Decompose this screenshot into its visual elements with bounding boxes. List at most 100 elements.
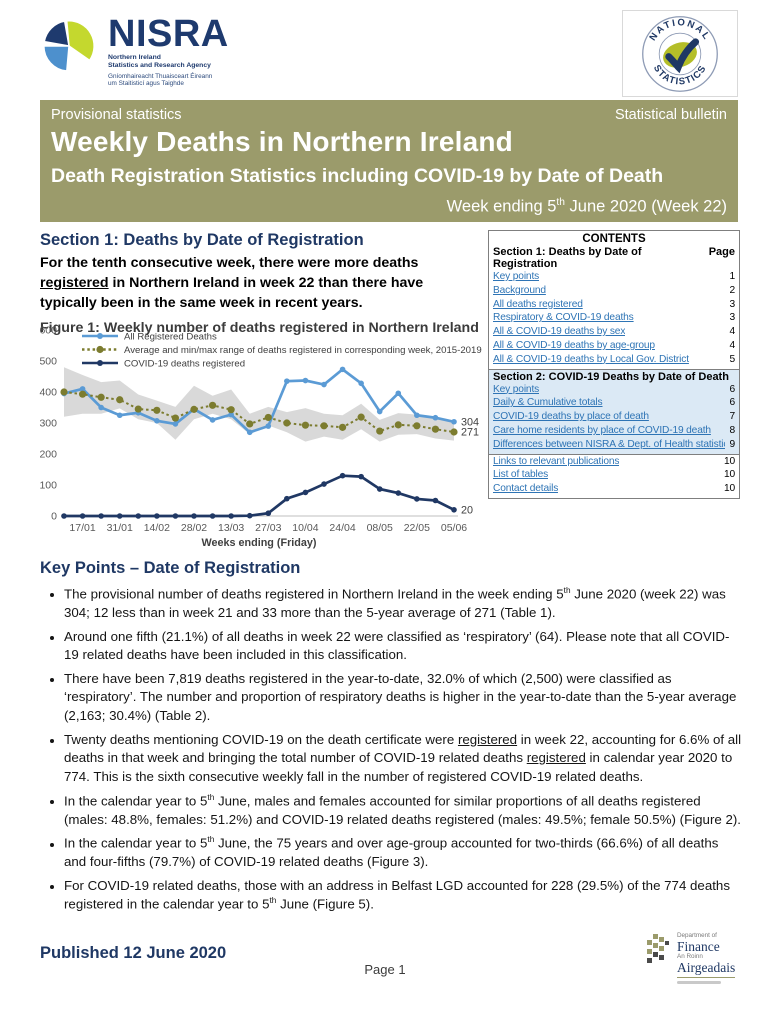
contents-link[interactable]: Respiratory & COVID-19 deaths	[493, 312, 634, 324]
contents-link-row[interactable]: All & COVID-19 deaths by age-group 4	[489, 339, 739, 353]
chart-marker	[60, 388, 68, 396]
chart-y-tick: 0	[51, 511, 57, 523]
contents-link-row[interactable]: Respiratory & COVID-19 deaths 3	[489, 311, 739, 325]
chart-marker	[154, 513, 160, 519]
chart-marker	[376, 427, 384, 435]
chart-marker	[191, 513, 197, 519]
chart-x-tick: 05/06	[441, 522, 467, 534]
chart-marker	[395, 490, 402, 496]
chart-marker	[301, 421, 310, 429]
contents-link-row[interactable]: All deaths registered 3	[489, 298, 739, 312]
inline-link[interactable]: registered	[40, 275, 109, 292]
contents-link-row[interactable]: List of tables 10	[489, 468, 739, 482]
contents-link[interactable]: Key points	[493, 271, 540, 282]
contents-link-row[interactable]: Differences between NISRA & Dept. of Hea…	[489, 438, 739, 452]
chart-x-tick: 22/05	[404, 522, 430, 534]
contents-link[interactable]: All & COVID-19 deaths by age-group	[493, 339, 655, 351]
chart-x-tick: 10/04	[292, 522, 318, 534]
contents-link[interactable]: Differences between NISRA & Dept. of Hea…	[493, 438, 726, 450]
chart-marker	[395, 390, 402, 397]
chart-marker	[97, 393, 105, 401]
contents-link[interactable]: List of tables	[493, 469, 549, 481]
contents-link-row[interactable]: All & COVID-19 deaths by Local Gov. Dist…	[489, 353, 739, 367]
inline-link[interactable]: registered	[526, 750, 586, 766]
contents-link[interactable]: Daily & Cumulative totals	[493, 397, 603, 409]
chart-marker	[339, 366, 346, 373]
key-point-item: The provisional number of deaths registe…	[64, 585, 742, 623]
chart-x-tick: 27/03	[255, 522, 281, 534]
contents-page-number: 10	[723, 455, 735, 467]
figure1-chart: 0 100 200 300 400 500 600 17/01 31/01 14/02 28/02 1…	[34, 320, 496, 561]
chart-marker	[98, 404, 104, 411]
chart-x-axis-title: Weeks ending (Friday)	[202, 537, 317, 549]
contents-link[interactable]: Contact details	[493, 483, 559, 495]
chart-x-tick: 28/02	[181, 522, 207, 534]
key-point-item: Around one fifth (21.1%) of all deaths i…	[64, 628, 742, 665]
contents-link-row[interactable]: Key points 1	[489, 270, 739, 284]
contents-link[interactable]: All deaths registered	[493, 298, 583, 310]
nisra-wordmark: NISRA	[108, 13, 229, 55]
chart-marker	[172, 421, 179, 427]
chart-marker	[209, 513, 216, 519]
contents-link-row[interactable]: Background 2	[489, 284, 739, 298]
chart-marker	[394, 421, 402, 429]
provisional-statistics-label: Provisional statistics	[51, 107, 182, 123]
contents-link[interactable]: Care home residents by place of COVID-19…	[493, 424, 711, 436]
contents-page-number: 1	[729, 271, 735, 282]
chart-series-line	[64, 474, 455, 518]
chart-marker	[265, 423, 272, 429]
contents-link-row[interactable]: Contact details 10	[489, 482, 739, 496]
chart-marker	[228, 513, 234, 519]
nisra-logo: NISRA Northern Ireland Statistics and Re…	[40, 13, 229, 87]
contents-page-number: 6	[729, 383, 735, 395]
chart-marker	[358, 473, 364, 480]
chart-marker	[284, 495, 290, 502]
dof-finance-label: Finance	[677, 938, 720, 954]
title-banner: Provisional statistics Statistical bulle…	[40, 100, 738, 222]
contents-link-row[interactable]: Daily & Cumulative totals 6	[489, 396, 739, 410]
chart-y-tick: 400	[39, 387, 57, 399]
chart-marker	[302, 489, 309, 496]
contents-link[interactable]: Links to relevant publications	[493, 455, 620, 467]
chart-end-label: 271	[461, 426, 479, 438]
contents-link-row[interactable]: COVID-19 deaths by place of death 7	[489, 410, 739, 424]
key-point-item: For COVID-19 related deaths, those with …	[64, 877, 742, 915]
contents-link[interactable]: All & COVID-19 deaths by Local Gov. Dist…	[493, 353, 689, 365]
chart-marker	[116, 412, 123, 419]
nisra-pie-icon	[43, 20, 95, 72]
section1-intro: For the tenth consecutive week, there we…	[40, 255, 424, 312]
national-statistics-badge: NATIONAL STATISTICS	[622, 10, 738, 97]
contents-link[interactable]: All & COVID-19 deaths by sex	[493, 326, 626, 338]
chart-y-tick: 600	[39, 325, 57, 337]
contents-link[interactable]: Key points	[493, 383, 540, 395]
chart-marker	[116, 396, 124, 404]
legend-label: All Registered Deaths	[124, 331, 217, 342]
contents-link[interactable]: COVID-19 deaths by place of death	[493, 411, 649, 423]
contents-page-number: 2	[729, 284, 735, 296]
contents-link-row[interactable]: Care home residents by place of COVID-19…	[489, 424, 739, 438]
contents-page-number: 8	[729, 424, 735, 436]
chart-end-label: 20	[461, 504, 473, 516]
chart-marker	[209, 417, 216, 423]
contents-section: Section 1: Deaths by Date of Registratio…	[489, 245, 739, 369]
chart-marker	[302, 377, 309, 384]
chart-marker	[79, 386, 86, 392]
key-point-item: In the calendar year to 5th June, males …	[64, 792, 742, 830]
chart-marker	[265, 510, 272, 517]
contents-page-number: 7	[729, 411, 735, 423]
dof-airgeadais-label: Airgeadais	[677, 960, 736, 976]
key-points-heading: Key Points – Date of Registration	[40, 559, 301, 577]
contents-link-row[interactable]: Key points 6	[489, 383, 739, 397]
contents-link-row[interactable]: All & COVID-19 deaths by sex 4	[489, 325, 739, 339]
contents-link[interactable]: Background	[493, 284, 546, 296]
chart-marker	[414, 412, 420, 419]
contents-link-row[interactable]: Links to relevant publications 10	[489, 455, 739, 469]
chart-series-line	[63, 391, 455, 433]
inline-link[interactable]: registered	[457, 731, 518, 747]
contents-page-number: 10	[723, 483, 735, 495]
published-date: Published 12 June 2020	[40, 944, 227, 962]
legend-marker	[96, 345, 104, 354]
dof-divider	[677, 977, 735, 979]
contents-title: CONTENTS	[582, 233, 646, 245]
